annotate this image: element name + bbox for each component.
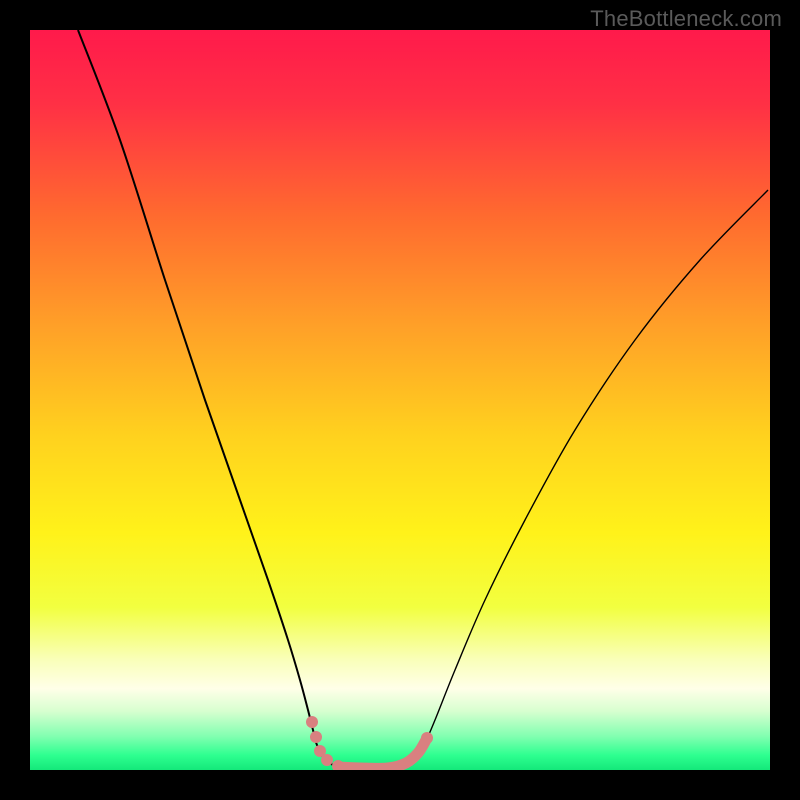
highlight-dot: [310, 731, 322, 743]
highlight-dot: [332, 760, 344, 772]
bottleneck-plot: [0, 0, 800, 800]
watermark-text: TheBottleneck.com: [590, 6, 782, 32]
highlight-dot: [321, 754, 333, 766]
plot-background: [30, 30, 770, 770]
highlight-dot: [421, 732, 433, 744]
chart-container: TheBottleneck.com: [0, 0, 800, 800]
highlight-dot: [306, 716, 318, 728]
